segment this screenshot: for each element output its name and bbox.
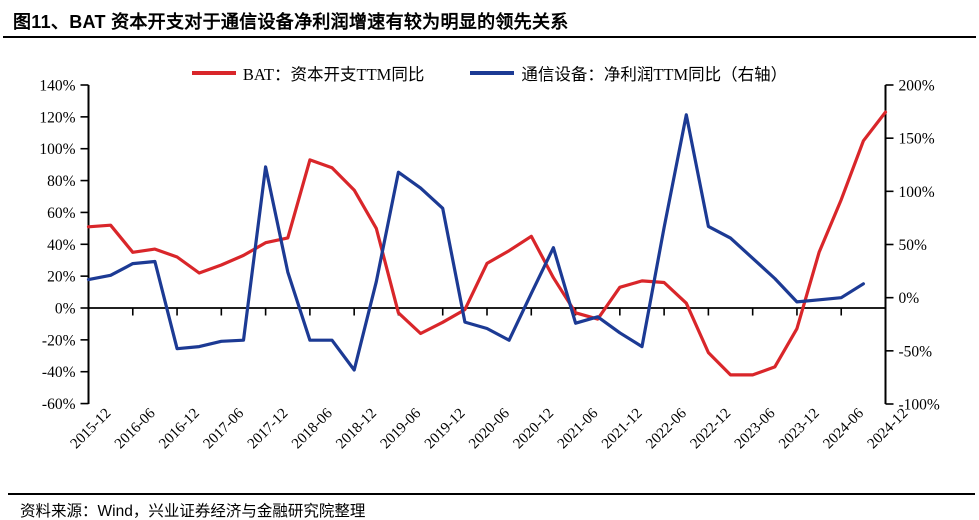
left-axis-tick-label: 100% (39, 141, 75, 158)
legend-label-bat-capex: BAT：资本开支TTM同比 (242, 65, 425, 84)
left-axis-tick-label: 120% (39, 109, 75, 126)
legend-label-comm-equipment: 通信设备：净利润TTM同比（右轴） (521, 65, 788, 84)
x-axis-tick-label: 2024-12 (865, 406, 912, 453)
left-axis-tick-label: 80% (47, 173, 76, 190)
left-axis-tick-label: -60% (42, 396, 76, 413)
legend-line-sample-blue (470, 71, 515, 75)
x-axis-tick-label: 2018-12 (333, 406, 380, 453)
right-axis-tick-label: 50% (899, 237, 928, 254)
right-axis-tick-label: 0% (899, 290, 920, 307)
left-axis-tick-label: -40% (42, 364, 76, 381)
x-axis-tick-label: 2023-06 (732, 405, 779, 452)
series-bat-capex-line (86, 110, 888, 377)
right-axis-tick-label: 200% (899, 78, 935, 95)
figure-title: 图11、BAT 资本开支对于通信设备净利润增速有较为明显的领先关系 (13, 12, 569, 32)
x-axis-tick-label: 2019-12 (422, 406, 469, 453)
left-axis-tick-label: 20% (47, 269, 76, 286)
left-axis-tick-label: 40% (47, 237, 76, 254)
right-axis-tick-label: 150% (899, 131, 935, 148)
x-axis-tick-label: 2023-12 (776, 406, 823, 453)
right-axis-tick-label: 100% (899, 184, 935, 201)
legend-item-comm-equipment: 通信设备：净利润TTM同比（右轴） (470, 61, 787, 85)
x-axis-tick-label: 2022-06 (643, 405, 690, 452)
title-divider (3, 36, 976, 38)
left-axis-tick-label: -20% (42, 332, 76, 349)
x-axis-tick-label: 2019-06 (378, 405, 425, 452)
legend-item-bat-capex: BAT：资本开支TTM同比 (191, 61, 425, 85)
left-axis-tick-label: 0% (55, 301, 76, 318)
chart-legend: BAT：资本开支TTM同比 通信设备：净利润TTM同比（右轴） (0, 61, 979, 85)
source-note: 资料来源：Wind，兴业证券经济与金融研究院整理 (20, 503, 366, 520)
x-axis-tick-label: 2017-06 (200, 405, 247, 452)
x-axis-tick-label: 2020-06 (466, 405, 513, 452)
x-axis-tick-label: 2020-12 (510, 406, 557, 453)
left-axis-tick-label: 60% (47, 205, 76, 222)
right-axis-tick-label: -100% (899, 397, 940, 414)
x-axis-tick-label: 2016-12 (156, 406, 203, 453)
x-axis-tick-label: 2024-06 (820, 405, 867, 452)
x-axis-tick-label: 2017-12 (245, 406, 292, 453)
right-axis-tick-label: -50% (899, 343, 933, 360)
legend-line-sample-red (191, 71, 236, 75)
series-comm-equipment-profit-line (86, 113, 866, 372)
source-divider (8, 493, 975, 495)
left-axis-tick-label: 140% (39, 78, 75, 95)
x-axis-tick-label: 2021-06 (555, 405, 602, 452)
x-axis-tick-label: 2018-06 (289, 405, 336, 452)
x-axis-tick-label: 2022-12 (688, 406, 735, 453)
x-axis-tick-label: 2021-12 (599, 406, 646, 453)
x-axis-tick-label: 2016-06 (112, 405, 159, 452)
